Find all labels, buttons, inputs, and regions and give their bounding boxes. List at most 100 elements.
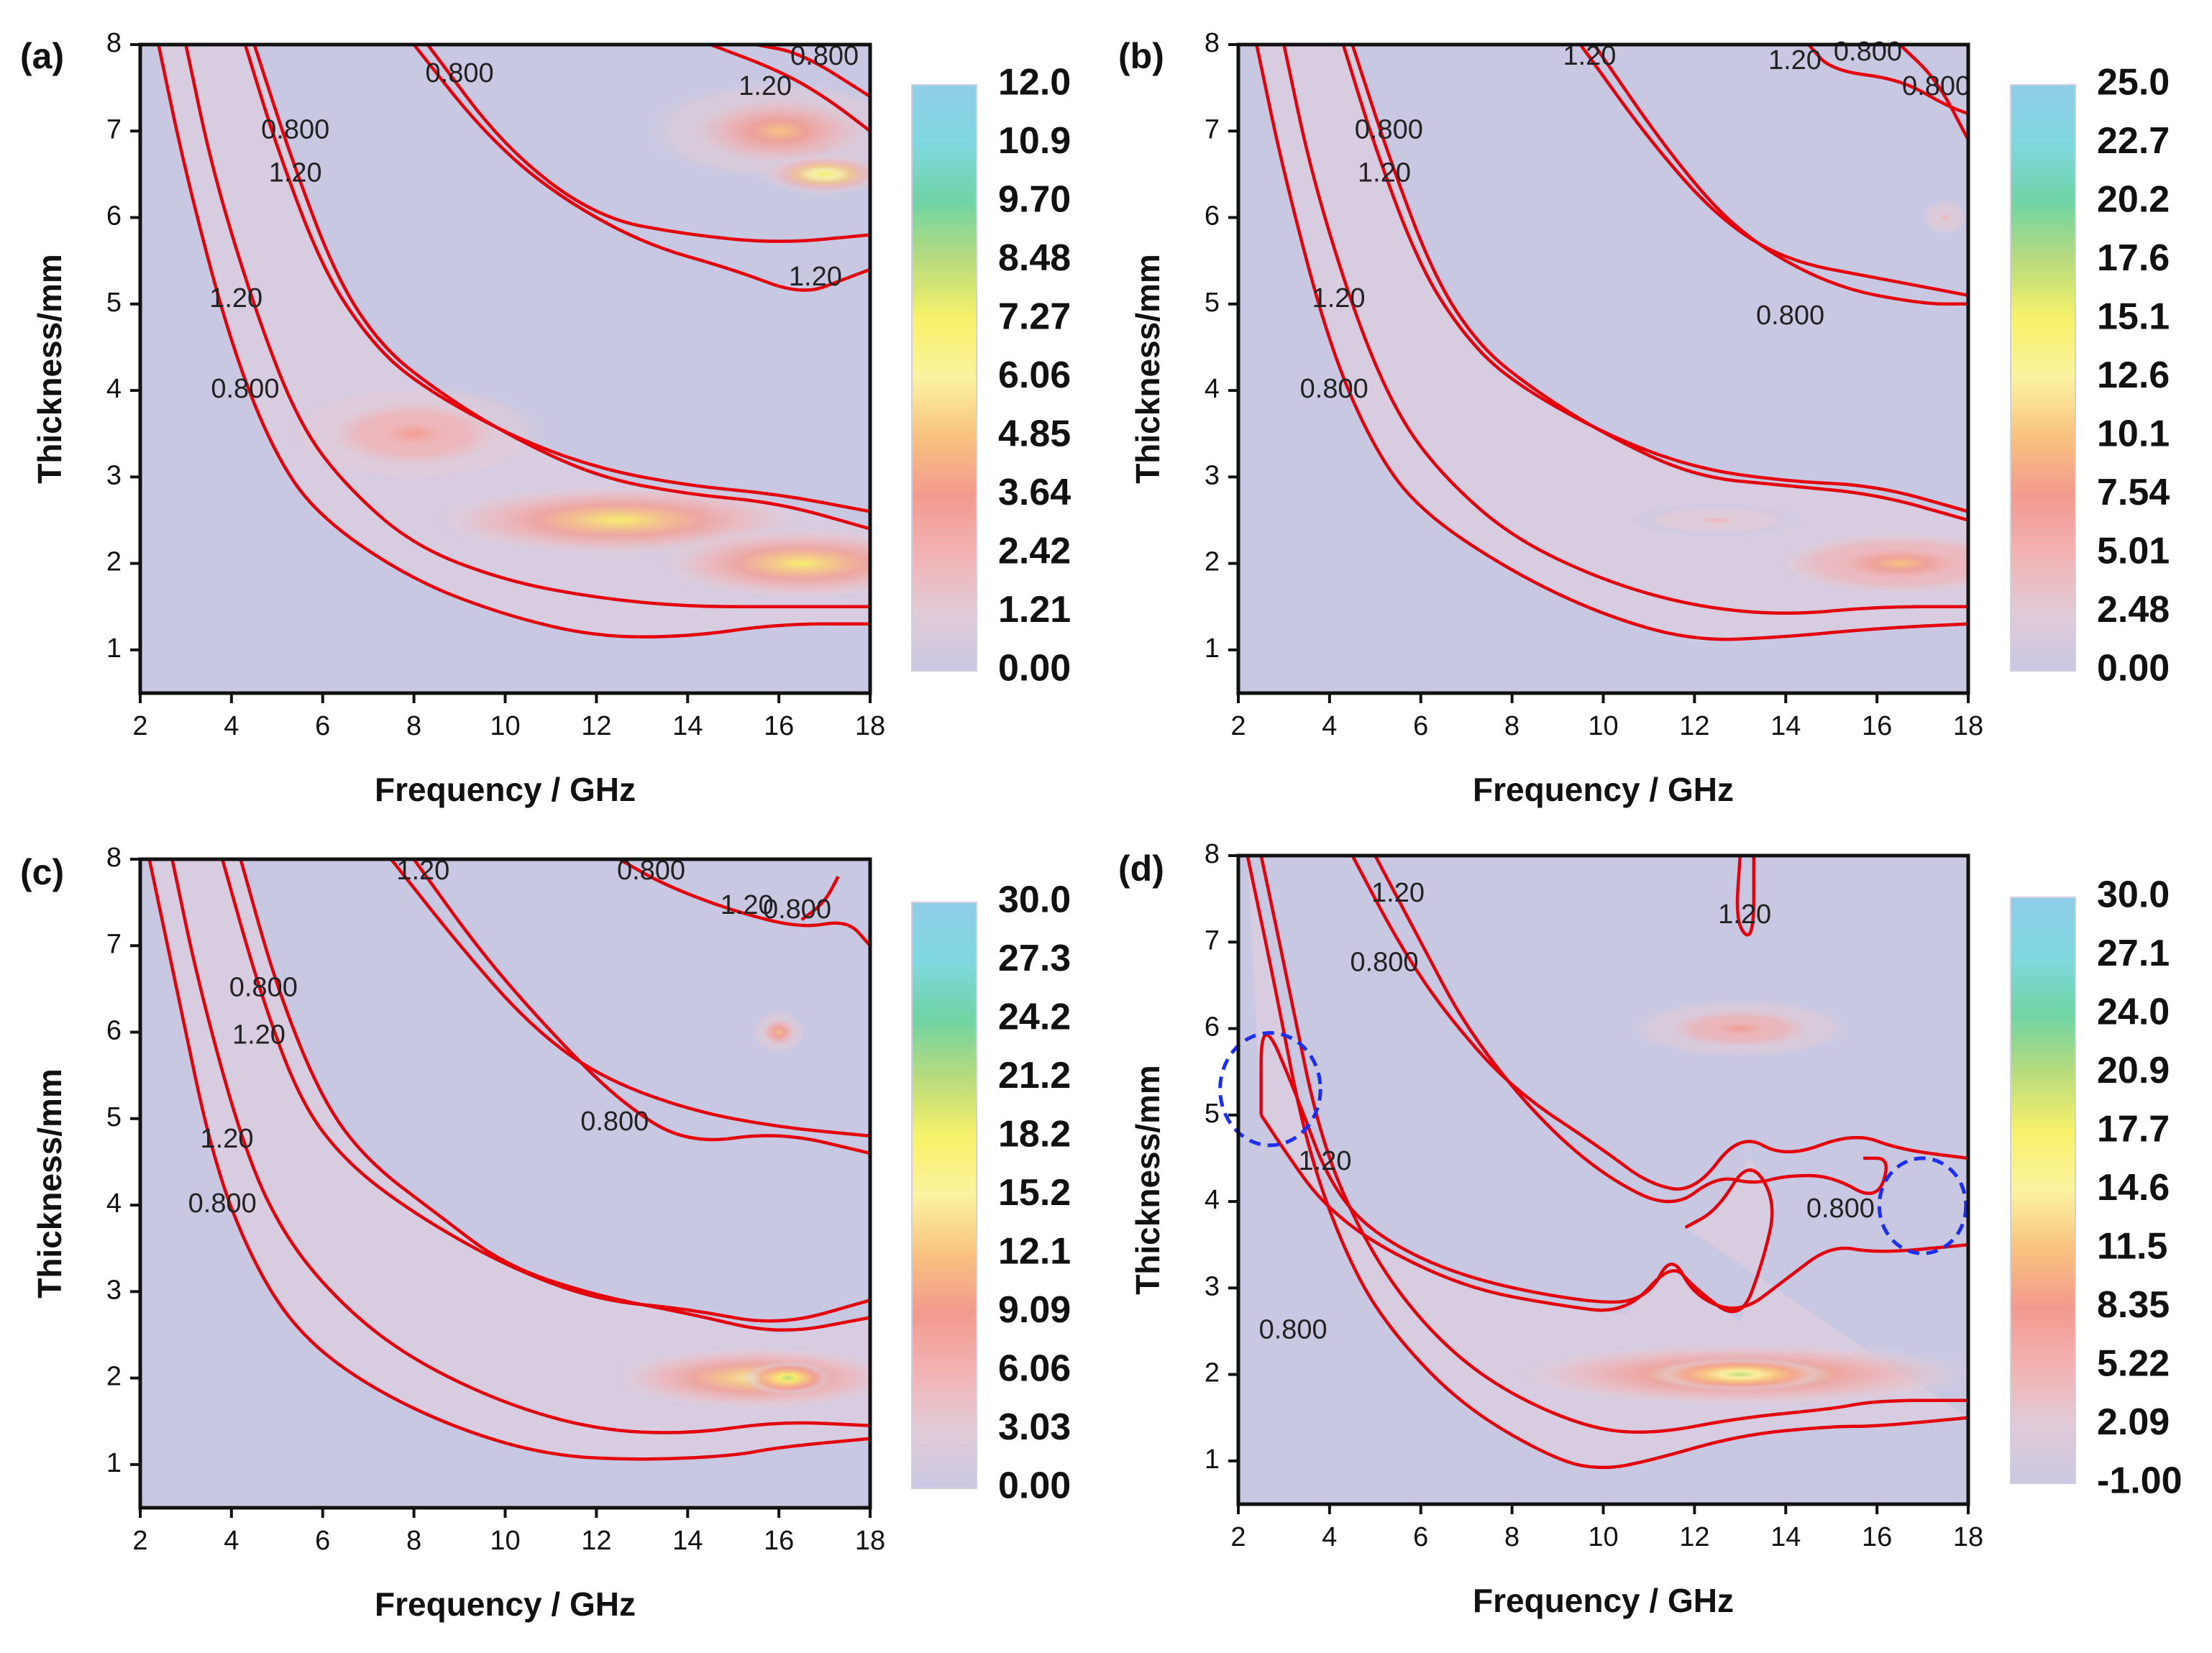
x-tick-label: 16 [764,711,794,741]
x-tick-label: 10 [1588,1522,1618,1552]
contour-line [1282,45,1968,615]
colorbar-tick-label: 27.1 [2097,933,2170,974]
x-tick-label: 6 [315,1526,330,1556]
colorbar [911,84,977,672]
absorption-band [158,45,870,637]
contour-label: 1.20 [209,283,262,313]
x-tick-label: 14 [672,1526,703,1556]
contour-line [157,45,870,639]
colorbar-tick-label: 5.01 [2097,531,2170,572]
colorbar-tick-label: 8.35 [2097,1284,2170,1326]
colorbar [2010,897,2076,1484]
y-tick-label: 7 [106,114,122,145]
x-tick-label: 18 [1953,1522,1983,1552]
x-tick-label: 18 [855,711,885,741]
x-tick-label: 8 [406,711,421,741]
colorbar-tick-label: 6.06 [998,1348,1071,1390]
colorbar-tick-label: 20.9 [2097,1050,2170,1091]
y-tick-label: 1 [106,1448,122,1478]
x-tick-label: 12 [581,1526,611,1556]
colorbar-tick-label: 22.7 [2097,120,2170,162]
colorbar-tick-label: 25.0 [2097,62,2170,104]
plot-area [1246,856,1968,1470]
x-tick-label: 14 [1770,711,1801,741]
contour-line [1807,45,1968,116]
y-tick-label: 5 [1205,1099,1220,1129]
contour-line [618,859,870,947]
hotspot [596,1343,870,1413]
contour-line [1341,45,1968,513]
panel-label: (c) [20,852,64,892]
panel-c: 1.20 0.8001.200.8000.8001.201.200.8000.80… [20,843,1071,1623]
y-tick-label: 4 [1205,1185,1220,1215]
contour-label: 0.800 [1355,114,1423,145]
contour-label: 0.800 [1806,1194,1875,1224]
colorbar-tick-label: 17.6 [2097,237,2170,279]
colorbar-tick-label: 10.9 [998,120,1071,162]
contour-line [1735,856,1756,937]
y-axis-title: Thickness/mm [1129,1065,1166,1295]
panel-label: (d) [1118,848,1164,889]
y-tick-label: 7 [106,929,122,959]
contour-line [170,859,870,1434]
colorbar-tick-label: 27.3 [998,938,1071,979]
contour-label: 1.20 [1718,899,1771,930]
x-tick-label: 14 [672,711,703,741]
contour-label: 0.800 [580,1107,649,1137]
hotspot [742,1360,834,1396]
colorbar-tick-label: 3.03 [998,1406,1071,1448]
contour-line [800,876,840,921]
y-tick-label: 6 [106,1016,122,1046]
contour-label: 0.800 [1834,37,1902,67]
contour-line [412,45,870,292]
y-tick-label: 5 [1205,288,1220,318]
plot-area [1255,45,1968,641]
contour-line [710,45,870,133]
hotspot [751,1010,807,1054]
x-tick-label: 16 [1862,711,1892,741]
contour-label: 0.800 [229,972,298,1002]
y-tick-label: 5 [106,288,122,318]
contour-label: 1.20 [789,262,842,292]
y-tick-label: 4 [106,1189,122,1219]
contour-label: 0.800 [1350,947,1418,977]
colorbar-tick-label: 2.48 [2097,589,2170,631]
hotspot [1648,1357,1832,1392]
colorbar-tick-label: 1.21 [998,589,1071,631]
contour-label: 1.20 [721,890,774,920]
contour-label: 1.20 [269,157,322,188]
x-tick-label: 6 [1413,711,1428,741]
x-tick-label: 8 [1504,1522,1519,1552]
contour-line [243,45,870,513]
x-tick-label: 10 [490,711,520,741]
contour-line [184,45,870,608]
colorbar-tick-label: 14.6 [2097,1167,2170,1209]
colorbar-tick-label: 24.0 [2097,992,2170,1033]
y-tick-label: 1 [106,633,122,664]
colorbar-tick-label: 12.6 [2097,354,2170,396]
y-tick-label: 7 [1205,925,1220,956]
x-tick-label: 2 [1230,1522,1246,1552]
x-tick-label: 4 [1322,711,1337,741]
contour-label: 0.800 [763,894,831,925]
contour-label: 0.800 [426,58,494,88]
y-tick-label: 8 [106,28,122,58]
y-tick-label: 5 [106,1102,122,1132]
contour-line [1374,856,1888,1204]
plot-area [157,45,870,639]
y-tick-label: 4 [1205,374,1220,404]
x-tick-label: 14 [1770,1522,1801,1552]
colorbar-tick-label: 7.27 [998,296,1071,338]
contour-line [1350,45,1968,522]
colorbar-tick-label: 0.00 [998,648,1071,690]
x-tick-label: 6 [315,711,330,741]
y-axis-title: Thickness/mm [1129,254,1166,484]
contour-line [1898,45,1968,141]
panel-label: (b) [1118,36,1164,76]
y-tick-label: 1 [1205,1444,1220,1475]
x-tick-label: 4 [1322,1522,1337,1552]
contour-line [1259,1114,1774,1314]
panel-label: (a) [20,36,64,76]
